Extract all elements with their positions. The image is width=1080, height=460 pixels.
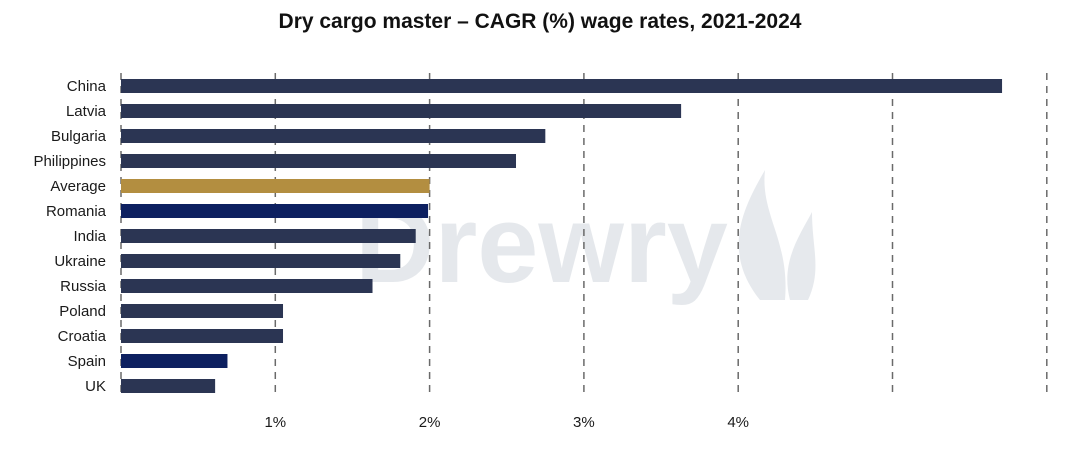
bar-russia <box>121 279 373 293</box>
bar-poland <box>121 304 284 318</box>
category-label: Philippines <box>33 153 106 170</box>
flame-logo-icon <box>787 212 816 300</box>
category-label: UK <box>85 378 106 395</box>
bar-bulgaria <box>121 129 546 143</box>
category-label: Bulgaria <box>51 128 107 145</box>
bar-latvia <box>121 104 682 118</box>
category-label: Ukraine <box>54 253 106 270</box>
category-labels: China Latvia Bulgaria Philippines Average Rom… <box>33 78 106 395</box>
bar-uk <box>121 379 216 393</box>
bar-croatia <box>121 329 284 343</box>
category-label: Poland <box>59 303 106 320</box>
chart-title: Dry cargo master – CAGR (%) wage rates, … <box>278 10 802 33</box>
x-axis-ticks: 1% 2% 3% 4% <box>264 414 749 431</box>
bar-romania <box>121 204 429 218</box>
x-tick-label: 4% <box>727 414 749 431</box>
bar-average <box>121 179 430 193</box>
category-label: Russia <box>60 278 107 295</box>
category-label: Average <box>50 178 106 195</box>
category-label: Latvia <box>66 103 107 120</box>
x-tick-label: 1% <box>264 414 286 431</box>
category-label: China <box>67 78 107 95</box>
bars <box>121 79 1003 393</box>
category-label: Spain <box>68 353 106 370</box>
category-label: Romania <box>46 203 107 220</box>
bar-philippines <box>121 154 517 168</box>
x-tick-label: 3% <box>573 414 595 431</box>
x-tick-label: 2% <box>419 414 441 431</box>
flame-logo-icon <box>738 170 786 300</box>
watermark: Drewry <box>355 170 816 306</box>
watermark-text: Drewry <box>355 183 728 306</box>
bar-ukraine <box>121 254 401 268</box>
bar-spain <box>121 354 228 368</box>
category-label: India <box>73 228 106 245</box>
bar-india <box>121 229 416 243</box>
category-label: Croatia <box>58 328 107 345</box>
bar-china <box>121 79 1003 93</box>
